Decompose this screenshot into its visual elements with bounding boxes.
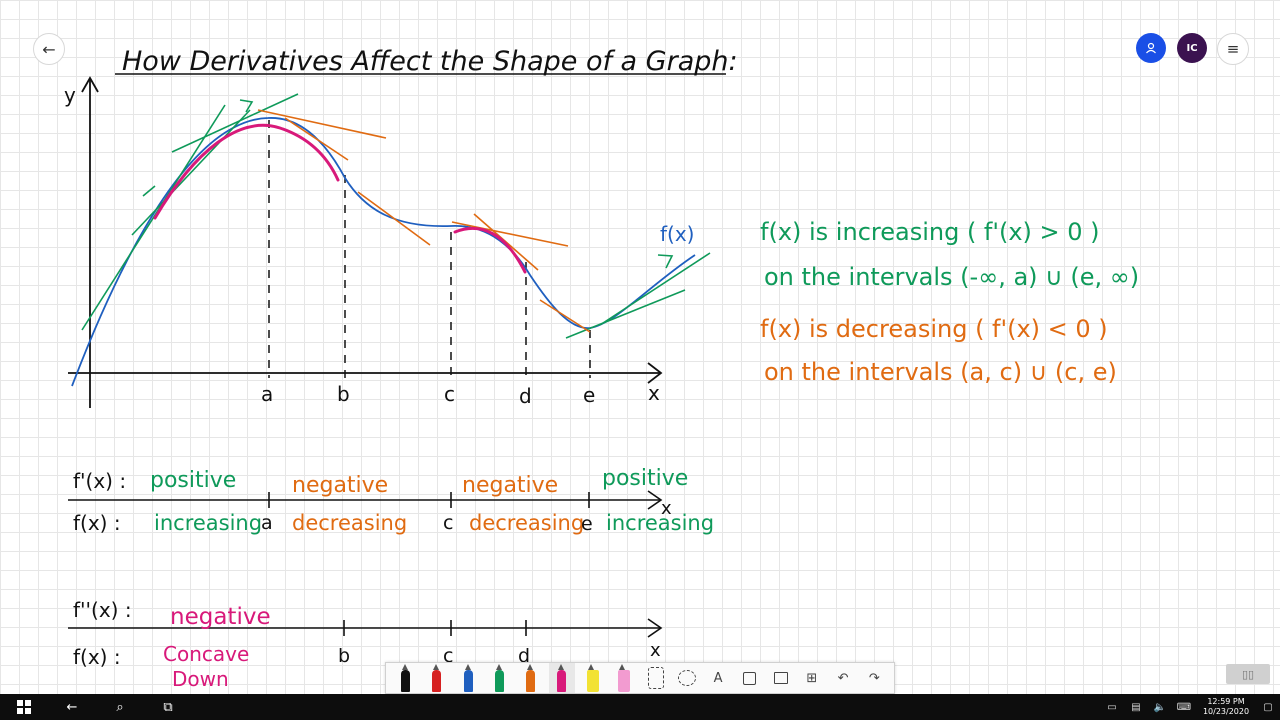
- tick-label-d2: d: [518, 645, 530, 667]
- tick-label-c: c: [443, 512, 453, 534]
- fprime-row-label: f'(x) :: [73, 469, 126, 493]
- first-derivative-number-line: [68, 490, 663, 510]
- volume-icon[interactable]: 🔈: [1153, 701, 1167, 713]
- image-tool[interactable]: [768, 663, 794, 693]
- eraser-tool[interactable]: [643, 663, 669, 693]
- behavior-increasing-2: increasing: [606, 511, 714, 535]
- taskbar-search-button[interactable]: ⌕: [96, 694, 144, 720]
- point-label-d: d: [519, 384, 532, 408]
- sign-positive-1: positive: [150, 468, 236, 493]
- behavior-increasing-1: increasing: [154, 511, 262, 535]
- plus-box-icon: ⊞: [806, 670, 818, 686]
- pen-magenta-tool[interactable]: [548, 663, 575, 693]
- clock[interactable]: 12:59 PM 10/23/2020: [1196, 697, 1256, 717]
- behavior-decreasing-1: decreasing: [292, 511, 407, 535]
- fdoubleprime-row-label: f''(x) :: [73, 598, 132, 622]
- first-deriv-axis-label: x: [661, 498, 672, 519]
- critical-point-guides: [268, 120, 591, 378]
- second-derivative-number-line: [68, 618, 663, 638]
- concave-down-highlights: [153, 123, 527, 274]
- start-button[interactable]: [0, 694, 48, 720]
- hamburger-icon: ≡: [1226, 40, 1240, 58]
- increasing-note-line1: f(x) is increasing ( f'(x) > 0 ): [760, 218, 1100, 246]
- arrow-left-icon: ←: [42, 39, 56, 59]
- redo-button[interactable]: ↷: [861, 663, 887, 693]
- tablet-icon[interactable]: ▭: [1107, 701, 1117, 713]
- increasing-tangents: [81, 93, 711, 339]
- network-icon[interactable]: ▤: [1131, 701, 1141, 713]
- function-curve: [71, 117, 696, 387]
- avatar-initials: IC: [1186, 42, 1198, 54]
- y-axis-label: y: [64, 83, 76, 107]
- shape-icon: [742, 671, 756, 685]
- highlighter-yellow-tool[interactable]: [580, 663, 606, 693]
- point-label-b: b: [337, 382, 350, 406]
- clock-date: 10/23/2020: [1202, 707, 1250, 716]
- second-deriv-axis-label: x: [650, 640, 661, 661]
- tick-label-c2: c: [443, 645, 453, 667]
- arrow-left-icon: ←: [66, 699, 78, 715]
- sign-negative-1: negative: [292, 473, 388, 498]
- participant-avatar[interactable]: IC: [1177, 33, 1207, 63]
- pen-blue-tool[interactable]: [455, 663, 481, 693]
- behavior-decreasing-2: decreasing: [469, 511, 584, 535]
- concavity-line2: Down: [172, 667, 229, 691]
- taskbar-back-button[interactable]: ←: [48, 694, 96, 720]
- tick-label-e: e: [581, 513, 593, 535]
- insert-tool[interactable]: ⊞: [799, 663, 825, 693]
- pen-black-tool[interactable]: [393, 663, 419, 693]
- tick-label-b2: b: [338, 645, 350, 667]
- task-view-button[interactable]: ⧉: [144, 694, 192, 720]
- decreasing-note-line1: f(x) is decreasing ( f'(x) < 0 ): [760, 315, 1108, 343]
- redo-icon: ↷: [868, 670, 880, 686]
- back-button[interactable]: ←: [33, 33, 65, 65]
- pen-orange-tool[interactable]: [518, 663, 544, 693]
- keyboard-icon[interactable]: ⌨: [1176, 701, 1192, 713]
- page-view-button[interactable]: ▯▯: [1226, 664, 1270, 684]
- account-button[interactable]: [1136, 33, 1166, 63]
- system-tray: ▭ ▤ 🔈 ⌨ 12:59 PM 10/23/2020 ▢: [1100, 694, 1280, 720]
- search-icon: ⌕: [116, 699, 124, 715]
- sign-negative-2: negative: [462, 473, 558, 498]
- pages-icon: ▯▯: [1241, 667, 1255, 681]
- highlighter-pink-tool[interactable]: [611, 663, 637, 693]
- point-label-e: e: [583, 383, 595, 407]
- text-tool[interactable]: A: [705, 663, 731, 693]
- eraser-icon: [647, 667, 664, 689]
- notification-icon[interactable]: ▢: [1263, 701, 1273, 713]
- undo-icon: ↶: [837, 670, 849, 686]
- pen-green-tool[interactable]: [486, 663, 512, 693]
- ink-toolbar: A ⊞ ↶ ↷: [385, 662, 895, 694]
- tick-label-a: a: [261, 512, 273, 534]
- image-icon: [773, 672, 788, 684]
- pen-red-tool[interactable]: [424, 663, 450, 693]
- f-row-label-2: f(x) :: [73, 645, 121, 669]
- undo-button[interactable]: ↶: [830, 663, 856, 693]
- lasso-tool[interactable]: [674, 663, 700, 693]
- whiteboard-canvas[interactable]: How Derivatives Affect the Shape of a Gr…: [0, 0, 1280, 694]
- menu-button[interactable]: ≡: [1217, 33, 1249, 65]
- clock-time: 12:59 PM: [1207, 697, 1245, 706]
- curve-label: f(x): [660, 222, 694, 246]
- concavity-line1: Concave: [163, 642, 249, 666]
- text-icon: A: [713, 670, 723, 686]
- f-row-label: f(x) :: [73, 511, 121, 535]
- x-axis-label: x: [648, 381, 660, 405]
- increasing-note-line2: on the intervals (-∞, a) ∪ (e, ∞): [764, 263, 1139, 291]
- sign-positive-2: positive: [602, 466, 688, 491]
- taskbar: ← ⌕ ⧉ ▭ ▤ 🔈 ⌨ 12:59 PM 10/23/2020 ▢: [0, 694, 1280, 720]
- lasso-icon: [677, 670, 696, 686]
- person-icon: [1146, 42, 1156, 54]
- point-label-a: a: [261, 382, 273, 406]
- second-sign-negative: negative: [170, 604, 271, 630]
- point-label-c: c: [444, 382, 455, 406]
- decreasing-note-line2: on the intervals (a, c) ∪ (c, e): [764, 358, 1117, 386]
- windows-logo-icon: [17, 700, 31, 714]
- shape-tool[interactable]: [736, 663, 762, 693]
- page-title: How Derivatives Affect the Shape of a Gr…: [122, 46, 738, 77]
- task-view-icon: ⧉: [163, 699, 173, 715]
- graph-axes: [68, 76, 663, 408]
